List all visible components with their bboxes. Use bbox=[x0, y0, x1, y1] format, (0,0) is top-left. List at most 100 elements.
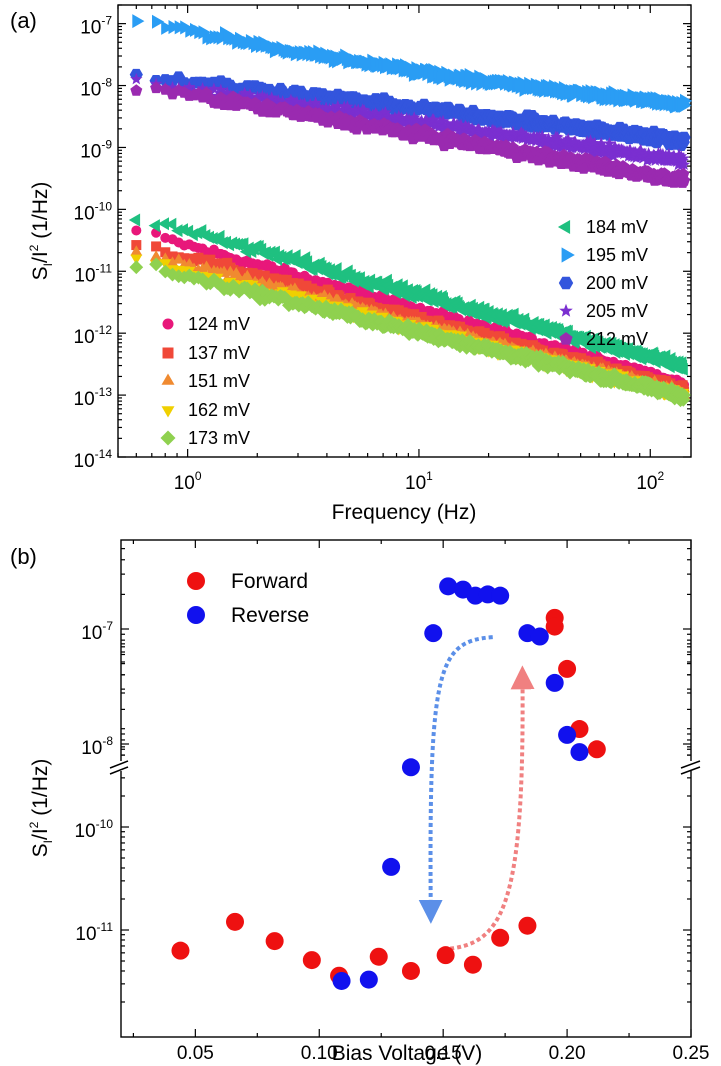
panel-a: (a) 10-7 10-8 10-9 10-10 10-11 10-12 10-13 10-1… bbox=[10, 4, 693, 524]
reverse-data-point bbox=[332, 971, 351, 990]
panel-a-y-tick-label: 10-14 bbox=[74, 447, 113, 472]
data-point bbox=[352, 103, 365, 116]
data-point bbox=[623, 143, 637, 155]
data-point bbox=[309, 96, 322, 109]
data-point bbox=[158, 264, 173, 279]
data-point bbox=[357, 104, 371, 116]
data-point bbox=[676, 362, 688, 376]
data-point bbox=[159, 259, 172, 270]
data-point bbox=[536, 129, 549, 142]
data-point bbox=[566, 141, 579, 154]
legend-label-forward: Forward bbox=[231, 570, 308, 593]
svg-text:195 mV: 195 mV bbox=[586, 245, 648, 265]
legend-entry-forward: Forward bbox=[187, 570, 308, 593]
legend-marker bbox=[561, 247, 575, 263]
data-point bbox=[150, 250, 163, 261]
data-point bbox=[677, 158, 691, 170]
forward-data-point bbox=[265, 932, 284, 951]
legend-marker bbox=[160, 430, 176, 446]
data-point bbox=[196, 82, 209, 94]
legend-entry-205mv: 205 mV bbox=[559, 301, 648, 321]
panel-a-y-tick-label: 10-9 bbox=[80, 137, 112, 162]
panel-a-y-tick-label: 10-11 bbox=[74, 261, 112, 286]
data-point bbox=[677, 131, 691, 144]
panel-a-x-tick-label: 100 bbox=[174, 469, 202, 494]
forward-data-point bbox=[518, 916, 537, 935]
legend-marker-forward bbox=[187, 572, 205, 590]
panel-a-data-points bbox=[128, 14, 693, 408]
data-point bbox=[341, 100, 354, 112]
panel-a-plot-frame bbox=[117, 4, 692, 458]
reverse-data-point bbox=[558, 725, 577, 744]
data-point bbox=[207, 82, 221, 95]
legend-entry-124mv: 124 mV bbox=[162, 314, 250, 334]
data-point bbox=[304, 98, 317, 110]
data-point bbox=[648, 149, 661, 162]
panel-b-x-tick-label: 0.10 bbox=[301, 1043, 338, 1064]
series-173mv bbox=[129, 257, 691, 408]
reverse-data-point bbox=[530, 627, 549, 646]
panel-a-y-tick-label: 10-10 bbox=[74, 199, 113, 224]
svg-text:205 mV: 205 mV bbox=[586, 301, 648, 321]
data-point bbox=[436, 114, 450, 127]
legend-marker bbox=[161, 406, 175, 418]
data-point bbox=[298, 97, 311, 110]
legend-entry-212mv: 212 mV bbox=[559, 329, 648, 349]
data-point bbox=[128, 213, 141, 227]
panel-a-x-ticks: 100 101 102 bbox=[117, 5, 664, 494]
reverse-data-point bbox=[382, 857, 401, 876]
data-point bbox=[294, 291, 307, 302]
data-point bbox=[130, 245, 143, 256]
panel-a-legend-left: 124 mV 137 mV 151 mV 162 mV 173 mV bbox=[160, 314, 250, 448]
series-212mv bbox=[130, 81, 691, 188]
data-point bbox=[548, 137, 562, 150]
data-point bbox=[284, 93, 298, 106]
data-point bbox=[347, 109, 360, 121]
reverse-data-point bbox=[401, 758, 420, 777]
reverse-data-point bbox=[545, 673, 564, 692]
data-point bbox=[289, 249, 301, 263]
svg-text:184 mV: 184 mV bbox=[586, 217, 648, 237]
data-point bbox=[265, 91, 278, 103]
data-point bbox=[130, 254, 143, 265]
forward-data-point bbox=[226, 912, 244, 931]
panel-b-data-points bbox=[171, 577, 606, 990]
svg-text:137 mV: 137 mV bbox=[188, 343, 250, 363]
data-point bbox=[313, 100, 326, 113]
data-point bbox=[165, 217, 177, 231]
panel-b-y-tick-label: 10-8 bbox=[81, 734, 113, 759]
panel-b-axis-break-left bbox=[109, 760, 129, 775]
data-point bbox=[392, 109, 405, 122]
legend-marker bbox=[558, 276, 574, 290]
forward-data-point bbox=[302, 951, 321, 970]
data-point bbox=[515, 126, 528, 139]
data-point bbox=[151, 241, 162, 252]
data-point bbox=[680, 93, 693, 108]
forward-data-point bbox=[587, 740, 606, 759]
svg-text:151 mV: 151 mV bbox=[188, 371, 250, 391]
data-point bbox=[152, 14, 165, 29]
reverse-data-point bbox=[424, 624, 443, 643]
data-point bbox=[465, 122, 479, 134]
data-point bbox=[157, 217, 169, 231]
data-point bbox=[183, 80, 196, 93]
data-point bbox=[370, 108, 384, 121]
legend-marker bbox=[162, 347, 174, 359]
data-point bbox=[403, 113, 416, 125]
panel-b-y-axis-title: SI/I2 (1/Hz) bbox=[27, 759, 55, 858]
data-point bbox=[677, 152, 690, 164]
data-point bbox=[131, 225, 142, 236]
data-point bbox=[171, 224, 183, 238]
data-point bbox=[172, 253, 185, 264]
panel-a-y-tick-label: 10-13 bbox=[74, 385, 113, 410]
data-point bbox=[395, 111, 408, 124]
data-point bbox=[603, 137, 616, 149]
panel-a-y-ticks: 10-7 10-8 10-9 10-10 10-11 10-12 10-13 10-14 bbox=[74, 4, 691, 472]
legend-entry-195mv: 195 mV bbox=[561, 245, 648, 265]
legend-label-reverse: Reverse bbox=[231, 604, 309, 627]
data-point bbox=[427, 113, 440, 126]
series-forward bbox=[171, 608, 606, 985]
data-point bbox=[588, 136, 601, 149]
data-point bbox=[584, 134, 597, 147]
